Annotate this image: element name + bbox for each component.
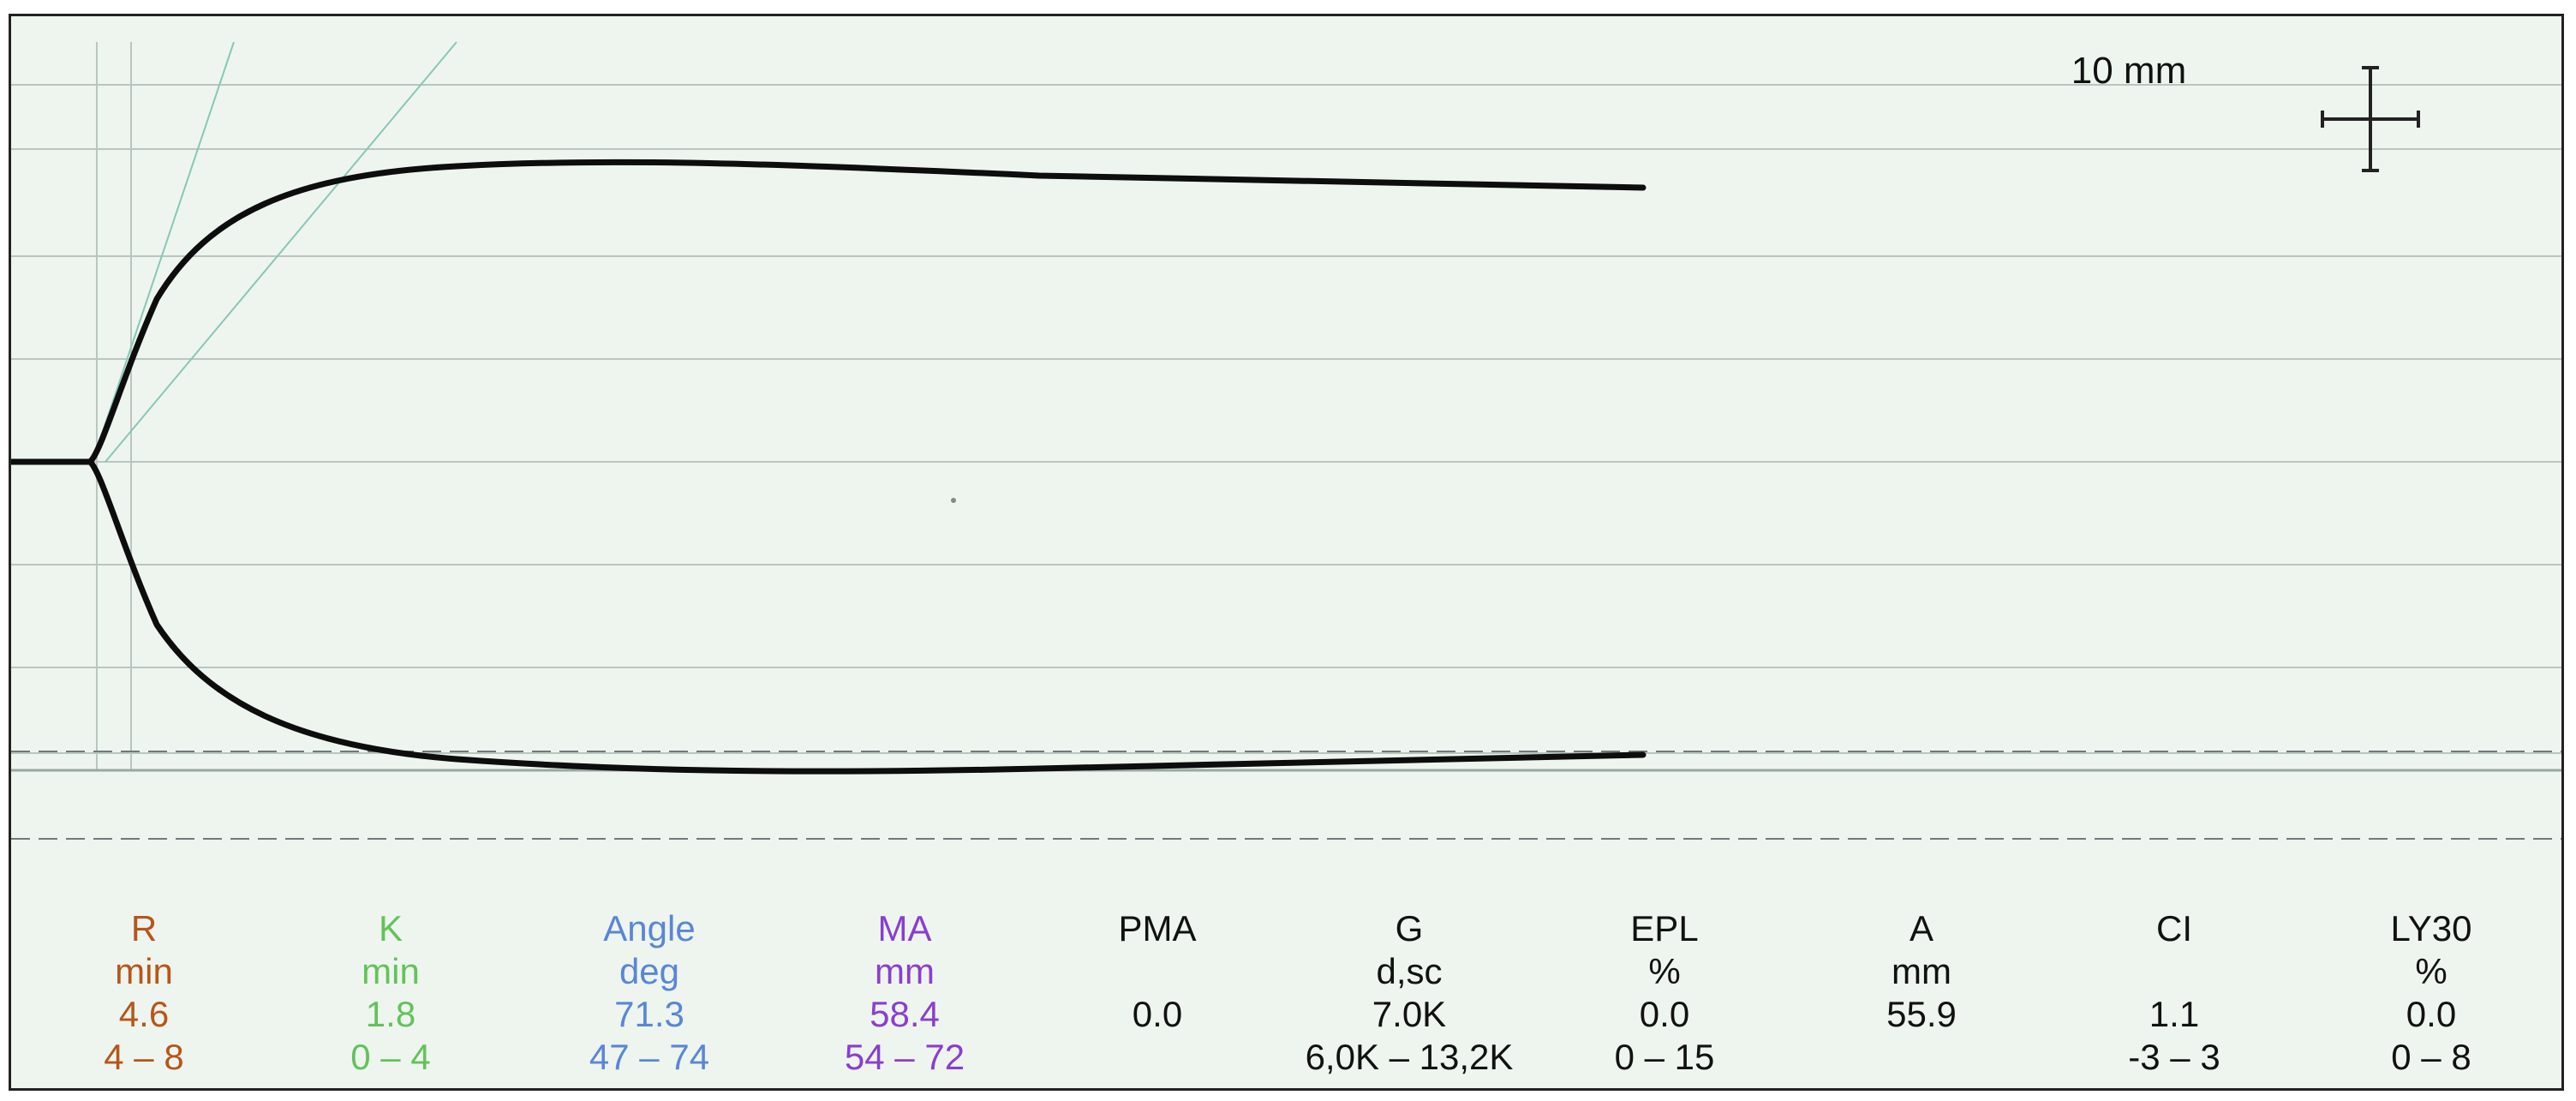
parameter-epl: EPL% 0.0 0 – 15 [1536,907,1793,1079]
parameter-value: 1.8 [365,994,416,1034]
angle-reference-lines [92,41,457,463]
parameter-name: A [1909,908,1933,948]
parameter-name: Angle [603,908,696,948]
parameter-unit: min [362,951,420,991]
parameter-name: EPL [1630,908,1699,948]
parameter-pma: PMA 0.0 [1029,907,1286,1079]
parameter-value: 0.0 [1132,994,1183,1034]
parameter-name: G [1395,908,1424,948]
teg-tracing-plot: 10 mm [11,41,2561,840]
parameter-range: 4 – 8 [104,1037,184,1077]
parameter-value: 4.6 [118,994,170,1034]
parameter-unit: % [2415,951,2447,991]
parameter-value: 0.0 [2406,994,2457,1034]
dashed-baselines [11,751,2561,840]
parameter-range: 0 – 15 [1614,1037,1715,1077]
crosshair-icon [2321,66,2420,172]
parameter-name: PMA [1118,908,1197,948]
parameter-range [1793,1036,2050,1079]
parameter-unit: mm [875,951,935,991]
parameter-value: 7.0K [1372,994,1447,1034]
parameter-ci: CI 1.1 -3 – 3 [2046,907,2303,1079]
parameter-unit: mm [1892,951,1951,991]
parameter-unit: % [1648,951,1681,991]
parameter-range [1029,1036,1286,1079]
parameter-value: 71.3 [614,994,684,1034]
parameter-unit [1029,950,1286,993]
parameter-name: CI [2156,908,2192,948]
parameter-name: MA [877,908,932,948]
parameter-name: LY30 [2390,908,2472,948]
teg-trace-lower [11,458,1647,775]
parameter-ly30: LY30% 0.0 0 – 8 [2303,907,2560,1079]
parameter-ma: MA mm 58.4 54 – 72 [776,907,1033,1079]
parameter-unit: deg [619,951,680,991]
parameter-range: 6,0K – 13,2K [1305,1037,1514,1077]
parameter-value: 58.4 [870,994,940,1034]
grid-lines [11,42,2561,770]
parameter-angle: Angle deg 71.3 47 – 74 [521,907,778,1079]
parameter-unit: d,sc [1376,951,1443,991]
parameter-value: 1.1 [2149,994,2200,1034]
parameter-unit [2046,950,2303,993]
parameter-name: R [130,908,158,948]
parameter-range: -3 – 3 [2128,1037,2220,1077]
parameter-range: 0 – 8 [2391,1037,2471,1077]
parameter-range: 54 – 72 [844,1037,965,1077]
speck [951,498,956,503]
parameter-value: 0.0 [1639,994,1690,1034]
parameter-unit: min [115,951,173,991]
parameter-name: K [378,908,403,948]
parameter-value: 55.9 [1886,994,1957,1034]
scale-label: 10 mm [2071,50,2186,92]
teg-trace-upper [11,159,1647,465]
parameter-range: 0 – 4 [350,1037,431,1077]
parameter-range: 47 – 74 [589,1037,710,1077]
